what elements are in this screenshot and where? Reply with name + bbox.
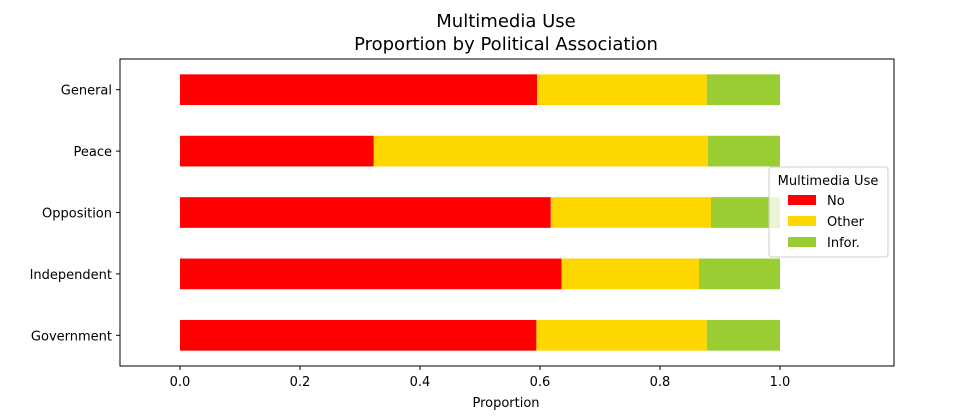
bar-general-no [180, 74, 537, 106]
x-tick-label: 0.4 [410, 375, 431, 390]
bar-peace-no [180, 135, 374, 167]
y-tick-label: Opposition [42, 207, 112, 222]
legend-box [768, 166, 889, 258]
legend-title: Multimedia Use [778, 174, 879, 189]
bar-government-infor [706, 319, 780, 351]
bar-peace-other [373, 135, 708, 167]
bar-independent-no [180, 258, 562, 290]
bar-opposition-other [550, 197, 711, 228]
legend-swatch [788, 195, 816, 205]
x-axis: 0.0 0.2 0.4 0.6 0.8 1.0 [170, 366, 791, 390]
legend-swatch [788, 216, 816, 226]
legend-label: Other [827, 215, 865, 230]
legend-label: No [827, 194, 845, 209]
x-tick-label: 0.8 [650, 375, 671, 390]
x-tick-label: 0.2 [290, 375, 311, 390]
x-tick-label: 1.0 [770, 375, 791, 390]
x-tick-label: 0.0 [170, 375, 191, 390]
bar-general-other [537, 74, 707, 106]
chart-subtitle: Proportion by Political Association [354, 34, 658, 55]
x-tick-label: 0.6 [530, 375, 551, 390]
y-axis: General Peace Opposition Independent Governm… [30, 84, 120, 344]
bar-peace-infor [708, 135, 780, 167]
y-tick-label: Government [31, 329, 112, 344]
chart-title: Multimedia Use [436, 11, 575, 32]
y-tick-label: Peace [74, 145, 113, 160]
bar-independent-other [561, 258, 699, 290]
bar-opposition-no [180, 197, 551, 228]
legend-label: Infor. [827, 236, 860, 251]
bar-government-other [536, 319, 707, 351]
legend-swatch [788, 237, 816, 247]
y-tick-label: Independent [30, 268, 112, 283]
x-axis-label: Proportion [472, 396, 539, 411]
legend: Multimedia Use No Other Infor. [768, 166, 889, 258]
bar-general-infor [706, 74, 780, 106]
bar-independent-infor [699, 258, 780, 290]
bars-layer [180, 74, 780, 351]
legend-items: No Other Infor. [788, 194, 865, 251]
y-tick-label: General [61, 84, 112, 99]
bar-government-no [180, 319, 537, 351]
